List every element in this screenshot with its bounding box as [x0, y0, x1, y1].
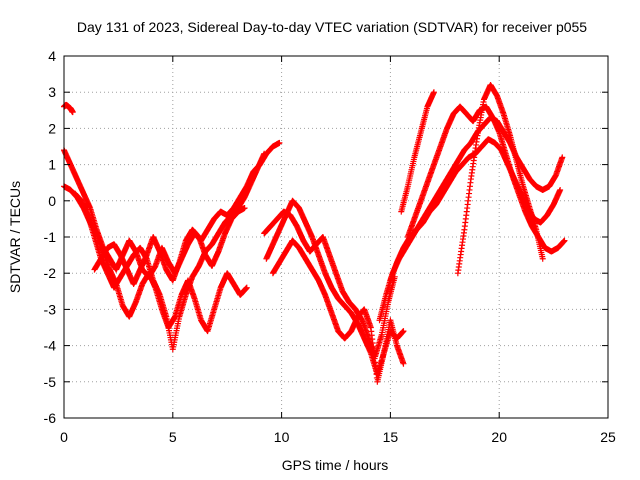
series-track-l [398, 89, 437, 215]
data-point [276, 139, 283, 146]
x-tick-label: 15 [383, 429, 399, 445]
y-tick-label: 2 [48, 120, 56, 136]
series-track-b [61, 139, 283, 280]
x-tick-label: 25 [600, 429, 616, 445]
y-tick-label: -6 [44, 410, 57, 426]
x-tick-label: 10 [274, 429, 290, 445]
series-track-g [269, 237, 407, 385]
x-tick-label: 0 [60, 429, 68, 445]
y-tick-label: -3 [44, 301, 57, 317]
y-tick-label: -2 [44, 265, 57, 281]
x-tick-label: 20 [491, 429, 507, 445]
series-track-a [61, 101, 76, 116]
x-axis-label: GPS time / hours [282, 457, 389, 473]
series-track-e [91, 205, 248, 288]
y-tick-label: -5 [44, 374, 57, 390]
chart-title: Day 131 of 2023, Sidereal Day-to-day VTE… [77, 19, 587, 35]
data-point [69, 109, 76, 116]
data-points [61, 81, 568, 385]
y-tick-label: 0 [48, 193, 56, 209]
y-tick-label: -1 [44, 229, 57, 245]
y-axis-label: SDTVAR / TECUs [7, 181, 23, 293]
data-point [400, 328, 407, 335]
y-tick-label: 4 [48, 48, 56, 64]
x-tick-label: 5 [169, 429, 177, 445]
y-tick-label: 3 [48, 84, 56, 100]
data-point [243, 284, 250, 291]
data-point [241, 205, 248, 212]
y-tick-label: 1 [48, 157, 56, 173]
series-track-k [404, 103, 568, 255]
grid-lines [64, 56, 608, 418]
y-tick-label: -4 [44, 338, 57, 354]
data-point [261, 150, 268, 157]
